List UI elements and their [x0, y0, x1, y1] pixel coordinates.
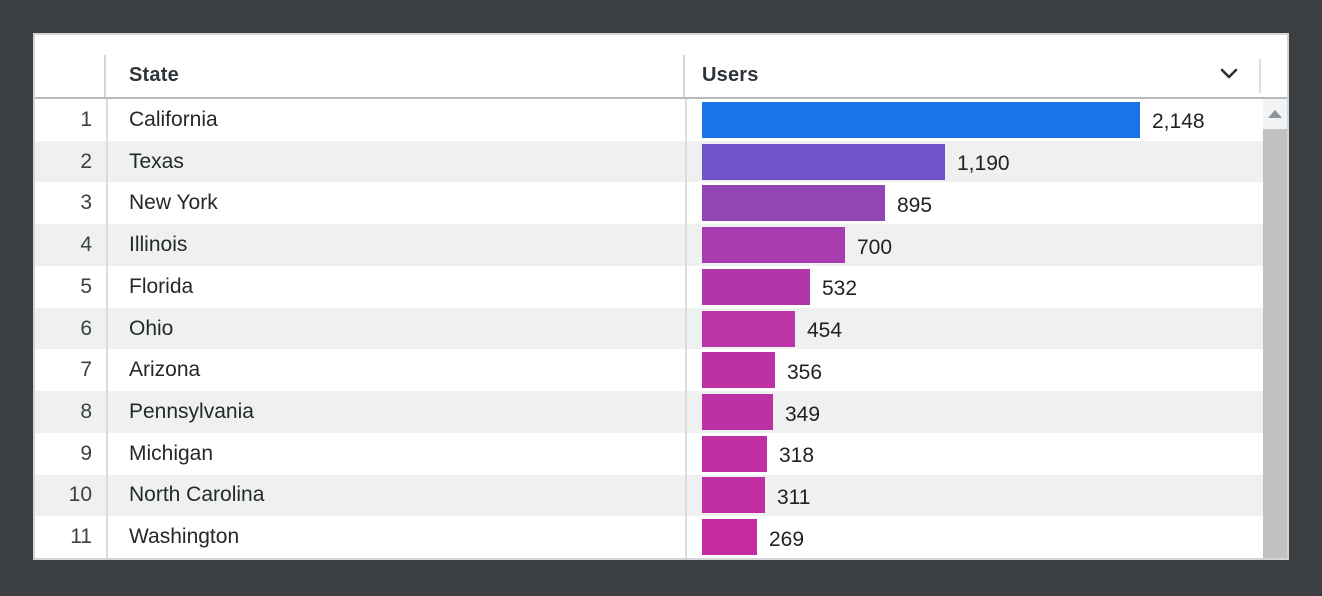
table-row: 11 Washington 269: [35, 516, 1287, 558]
row-users-cell: 700: [685, 224, 1287, 266]
row-rank: 4: [80, 233, 92, 257]
vertical-scrollbar[interactable]: [1263, 99, 1287, 558]
bar-value-label: 2,148: [1152, 110, 1205, 134]
users-column-header: Users: [702, 63, 759, 86]
bar: [702, 185, 885, 222]
row-users-cell: 318: [685, 432, 1287, 475]
bar: [702, 143, 945, 180]
bar-value-label: 356: [787, 360, 823, 384]
row-rank: 5: [80, 274, 92, 298]
bar-value-label: 318: [779, 444, 815, 468]
table-row: 6 Ohio 454: [35, 307, 1287, 350]
bar: [702, 268, 810, 305]
table-row: 1 California 2,148: [35, 99, 1287, 141]
row-users-cell: 454: [685, 307, 1287, 350]
row-state: North Carolina: [106, 474, 685, 517]
header-column-divider: [104, 55, 106, 97]
header-cell-users[interactable]: Users: [685, 64, 1261, 87]
scrollbar-thumb[interactable]: [1263, 129, 1287, 558]
row-rank: 7: [80, 358, 92, 382]
row-state: Florida: [106, 265, 685, 308]
bar-value-label: 311: [777, 485, 811, 509]
bar-value-label: 1,190: [957, 152, 1010, 176]
bar: [702, 227, 845, 264]
bar: [702, 310, 795, 347]
table-row: 7 Arizona 356: [35, 349, 1287, 392]
data-table-card: State Users 1 California 2,148 2 Texas 1…: [33, 33, 1289, 560]
bar-value-label: 700: [857, 235, 893, 259]
row-state: Arizona: [106, 349, 685, 392]
row-rank: 9: [80, 441, 92, 465]
row-rank: 2: [80, 149, 92, 173]
bar: [702, 519, 757, 556]
row-users-cell: 2,148: [685, 99, 1287, 141]
row-users-cell: 269: [685, 516, 1287, 558]
row-users-cell: 349: [685, 391, 1287, 433]
bar: [702, 352, 775, 389]
row-state: Illinois: [106, 224, 685, 266]
row-state: Michigan: [106, 432, 685, 475]
row-rank: 6: [80, 316, 92, 340]
row-state: Texas: [106, 140, 685, 183]
bar-value-label: 349: [785, 402, 821, 426]
header-cell-state[interactable]: State: [106, 64, 685, 87]
triangle-up-icon: [1268, 110, 1282, 118]
table-row: 5 Florida 532: [35, 265, 1287, 308]
bar-value-label: 895: [897, 193, 933, 217]
table-row: 10 North Carolina 311: [35, 474, 1287, 517]
row-state: New York: [106, 182, 685, 225]
row-rank: 8: [80, 400, 92, 423]
table-header-row: State Users: [35, 35, 1287, 97]
row-users-cell: 311: [685, 474, 1287, 517]
row-users-cell: 532: [685, 265, 1287, 308]
row-rank: 11: [70, 525, 92, 549]
table-row: 3 New York 895: [35, 182, 1287, 225]
bar: [702, 101, 1140, 138]
bar: [702, 394, 773, 430]
row-rank: 10: [68, 483, 92, 507]
header-column-divider: [1259, 59, 1261, 93]
state-column-header: State: [129, 63, 179, 86]
row-users-cell: 895: [685, 182, 1287, 225]
row-users-cell: 1,190: [685, 140, 1287, 183]
bar-value-label: 532: [822, 277, 858, 301]
table-body: 1 California 2,148 2 Texas 1,190 3 New Y…: [35, 99, 1287, 558]
header-bottom-divider: [35, 97, 1287, 99]
row-rank: 3: [80, 191, 92, 215]
table-row: 8 Pennsylvania 349: [35, 391, 1287, 433]
chevron-down-icon[interactable]: [1217, 61, 1241, 85]
row-rank: 1: [80, 107, 92, 131]
header-column-divider: [683, 55, 685, 97]
row-users-cell: 356: [685, 349, 1287, 392]
row-state: Washington: [106, 516, 685, 558]
table-row: 2 Texas 1,190: [35, 140, 1287, 183]
bar: [702, 477, 765, 514]
row-state: Pennsylvania: [106, 391, 685, 433]
bar-value-label: 454: [807, 319, 843, 343]
row-state: Ohio: [106, 307, 685, 350]
table-row: 4 Illinois 700: [35, 224, 1287, 266]
bar: [702, 435, 767, 472]
scroll-up-button[interactable]: [1263, 99, 1287, 129]
table-row: 9 Michigan 318: [35, 432, 1287, 475]
bar-value-label: 269: [769, 527, 805, 551]
row-state: California: [106, 99, 685, 141]
